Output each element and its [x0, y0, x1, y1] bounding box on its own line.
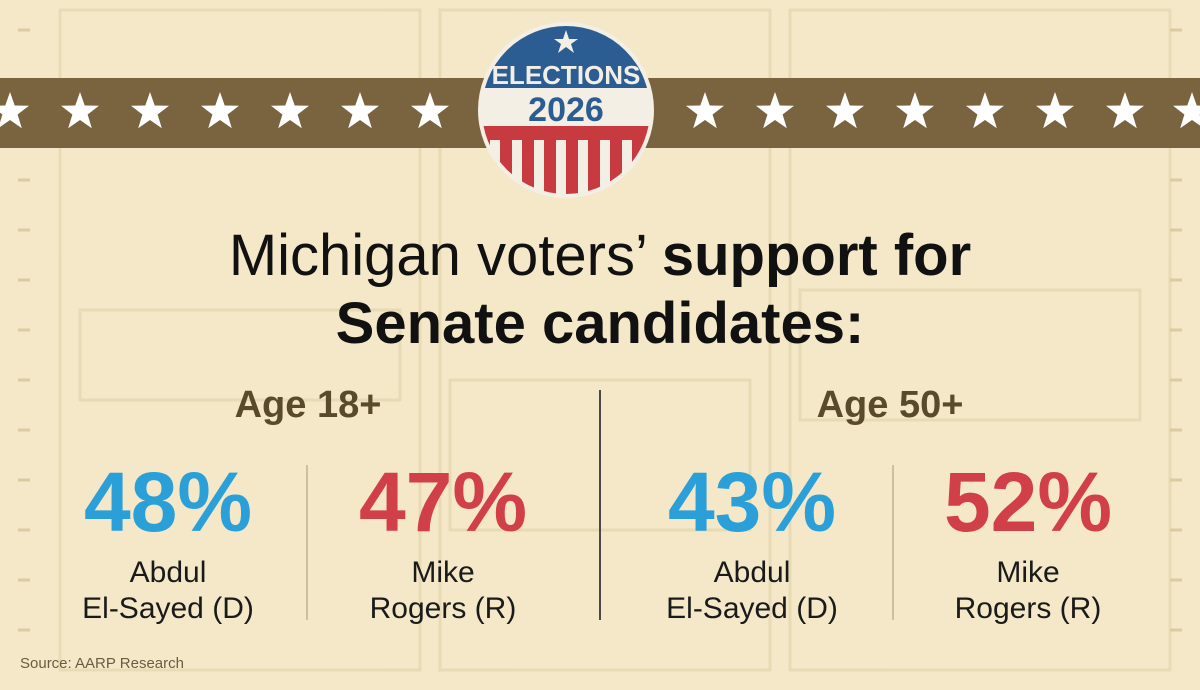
star: [1173, 92, 1200, 129]
star: [756, 92, 794, 129]
name-line: El-Sayed (D): [82, 592, 254, 625]
name-line: Mike: [411, 556, 475, 589]
name-line: Rogers (R): [954, 592, 1102, 625]
badge: ELECTIONS 2026: [478, 22, 654, 198]
title-bold: support for: [661, 223, 972, 288]
star: [341, 92, 379, 129]
star: [201, 92, 239, 129]
star: [826, 92, 864, 129]
source: Source: AARP Research: [20, 655, 184, 672]
candidate-name: Abdul El-Sayed (D): [33, 555, 303, 627]
group-label: Age 50+: [816, 384, 964, 426]
name-line: Abdul: [129, 556, 207, 589]
star: [0, 92, 29, 129]
title-bold: Senate candidates:: [335, 291, 865, 356]
stars: [0, 92, 1200, 129]
star: [966, 92, 1004, 129]
star: [61, 92, 99, 129]
group-label: Age 18+: [234, 384, 382, 426]
percentage: 43%: [667, 455, 837, 549]
star: [131, 92, 169, 129]
name-line: Mike: [996, 556, 1060, 589]
title-regular: Michigan voters’: [228, 223, 646, 288]
percentage: 52%: [943, 455, 1113, 549]
star: [1106, 92, 1144, 129]
star: [1036, 92, 1074, 129]
candidate-name: Abdul El-Sayed (D): [617, 555, 887, 627]
title: Michigan voters’ support for Senate cand…: [0, 222, 1200, 358]
candidate-name: Mike Rogers (R): [308, 555, 578, 627]
candidate-name: Mike Rogers (R): [893, 555, 1163, 627]
name-line: Rogers (R): [369, 592, 517, 625]
percentage: 48%: [83, 455, 253, 549]
name-line: El-Sayed (D): [666, 592, 838, 625]
badge-year: 2026: [528, 91, 604, 129]
badge-top: ELECTIONS: [492, 60, 641, 90]
star: [411, 92, 449, 129]
star: [896, 92, 934, 129]
star: [686, 92, 724, 129]
name-line: Abdul: [713, 556, 791, 589]
percentage: 47%: [358, 455, 528, 549]
star: [271, 92, 309, 129]
